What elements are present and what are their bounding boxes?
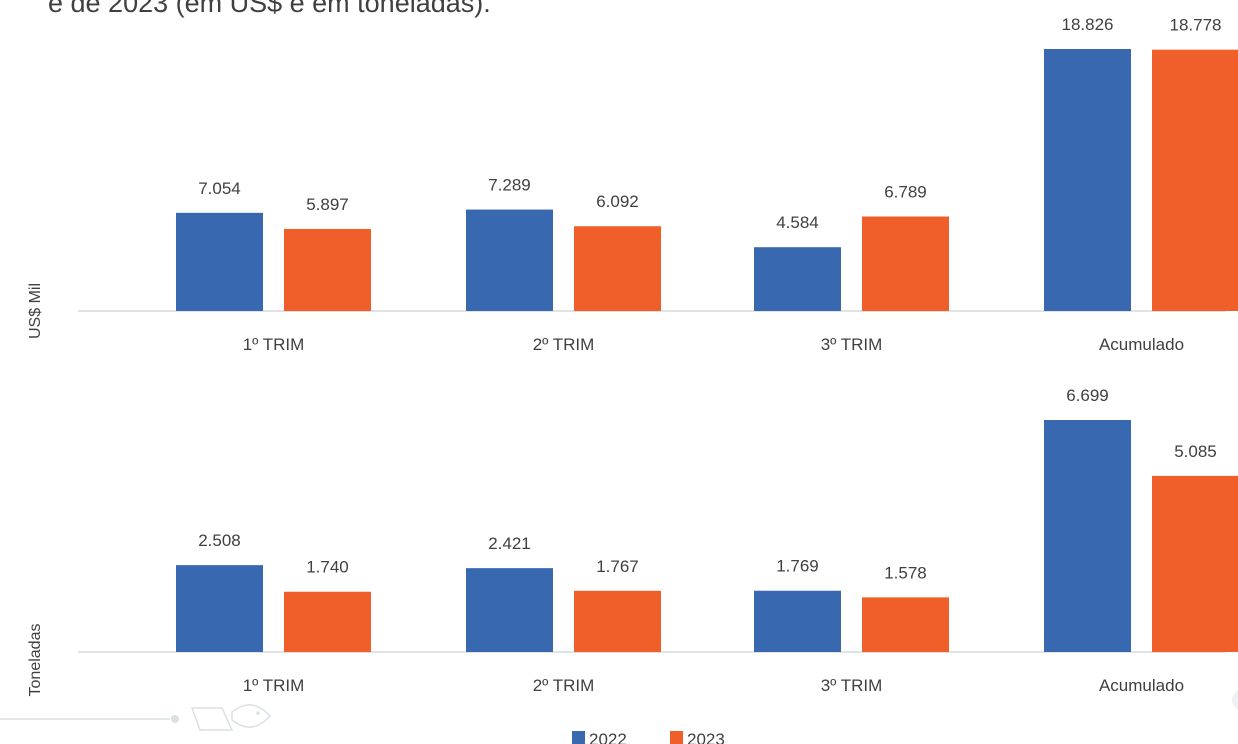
bar-2023-1 bbox=[574, 226, 661, 311]
category-label: Acumulado bbox=[1099, 335, 1184, 354]
category-label: 1º TRIM bbox=[243, 335, 305, 354]
chart-title-fragment: e de 2023 (em US$ e em toneladas). bbox=[48, 0, 491, 18]
category-label: 2º TRIM bbox=[533, 335, 595, 354]
data-label: 6.789 bbox=[884, 183, 927, 202]
legend-label-2022: 2022 bbox=[589, 730, 627, 744]
bar-2023-0 bbox=[284, 228, 371, 311]
bar-2022-3 bbox=[1044, 49, 1131, 311]
category-label: Acumulado bbox=[1099, 676, 1184, 695]
data-label: 6.699 bbox=[1066, 386, 1109, 405]
legend-swatch-2023 bbox=[670, 731, 683, 744]
data-label: 7.289 bbox=[488, 176, 531, 195]
panel-tonnage: Toneladas 2.508 1.740 1º TRIM 2.421 1.767 2º T… bbox=[27, 386, 1238, 696]
bar-2022-2 bbox=[754, 247, 841, 311]
bar-2023-1 bbox=[574, 590, 661, 652]
category-label: 3º TRIM bbox=[821, 335, 883, 354]
bar-2022-1 bbox=[466, 209, 553, 311]
data-label: 2.508 bbox=[198, 531, 241, 550]
data-label: 5.897 bbox=[306, 195, 349, 214]
category-label: 3º TRIM bbox=[821, 676, 883, 695]
corner-decoration-icon bbox=[1232, 690, 1238, 710]
data-label: 18.826 bbox=[1062, 15, 1114, 34]
legend-label-2023: 2023 bbox=[687, 730, 725, 744]
category-label: 2º TRIM bbox=[533, 676, 595, 695]
bar-2022-3 bbox=[1044, 420, 1131, 652]
data-label: 1.767 bbox=[596, 557, 639, 576]
data-label: 4.584 bbox=[776, 213, 819, 232]
bar-2023-2 bbox=[862, 216, 949, 311]
data-label: 5.085 bbox=[1174, 442, 1217, 461]
data-label: 7.054 bbox=[198, 179, 241, 198]
bar-2022-0 bbox=[176, 565, 263, 652]
data-label: 1.769 bbox=[776, 557, 819, 576]
category-label: 1º TRIM bbox=[243, 676, 305, 695]
bar-2022-0 bbox=[176, 212, 263, 311]
legend-swatch-2022 bbox=[572, 731, 585, 744]
bar-2022-2 bbox=[754, 590, 841, 652]
data-label: 18.778 bbox=[1170, 16, 1222, 35]
y-axis-label: US$ Mil bbox=[27, 283, 44, 339]
panel-value: US$ Mil 7.054 5.897 1º TRIM 7.289 6.092 2º TRI… bbox=[27, 15, 1238, 354]
data-label: 6.092 bbox=[596, 192, 639, 211]
y-axis-label: Toneladas bbox=[27, 624, 44, 697]
bar-2022-1 bbox=[466, 568, 553, 652]
bar-2023-2 bbox=[862, 597, 949, 652]
data-label: 2.421 bbox=[488, 534, 531, 553]
bar-2023-3 bbox=[1152, 475, 1238, 652]
data-label: 1.578 bbox=[884, 563, 927, 582]
chart-legend: 2022 2023 bbox=[572, 730, 725, 744]
data-label: 1.740 bbox=[306, 558, 349, 577]
bar-2023-3 bbox=[1152, 49, 1238, 312]
bar-2023-0 bbox=[284, 591, 371, 652]
fish-logo-icon bbox=[0, 704, 272, 731]
